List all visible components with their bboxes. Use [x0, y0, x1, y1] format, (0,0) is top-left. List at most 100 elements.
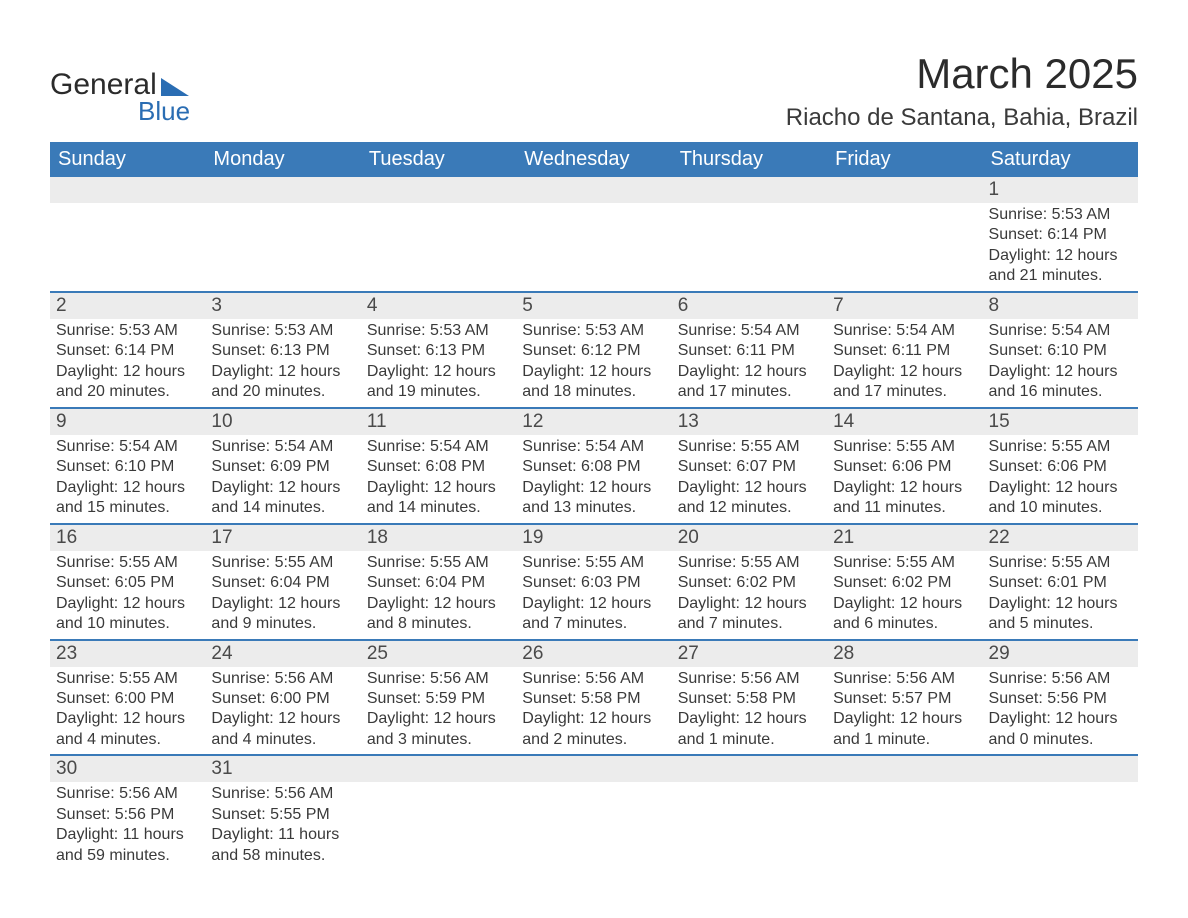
- week-row: 23Sunrise: 5:55 AMSunset: 6:00 PMDayligh…: [50, 639, 1138, 755]
- sunrise-text: Sunrise: 5:55 AM: [522, 553, 665, 573]
- day-number: 5: [516, 293, 671, 319]
- daylight-text: Daylight: 12 hours and 2 minutes.: [522, 709, 665, 750]
- sunset-text: Sunset: 6:08 PM: [367, 457, 510, 477]
- daylight-text: Daylight: 12 hours and 14 minutes.: [367, 478, 510, 519]
- day-number: 19: [516, 525, 671, 551]
- day-cell: 15Sunrise: 5:55 AMSunset: 6:06 PMDayligh…: [983, 409, 1138, 523]
- day-details: Sunrise: 5:55 AMSunset: 6:06 PMDaylight:…: [827, 435, 982, 523]
- day-number: 28: [827, 641, 982, 667]
- day-cell: 11Sunrise: 5:54 AMSunset: 6:08 PMDayligh…: [361, 409, 516, 523]
- daylight-text: Daylight: 12 hours and 9 minutes.: [211, 594, 354, 635]
- daylight-text: Daylight: 12 hours and 11 minutes.: [833, 478, 976, 519]
- day-number: [827, 756, 982, 782]
- day-cell: 10Sunrise: 5:54 AMSunset: 6:09 PMDayligh…: [205, 409, 360, 523]
- sunset-text: Sunset: 6:02 PM: [833, 573, 976, 593]
- day-number: [672, 177, 827, 203]
- sunset-text: Sunset: 5:55 PM: [211, 805, 354, 825]
- sunrise-text: Sunrise: 5:55 AM: [56, 669, 199, 689]
- day-cell: 21Sunrise: 5:55 AMSunset: 6:02 PMDayligh…: [827, 525, 982, 639]
- sunset-text: Sunset: 5:57 PM: [833, 689, 976, 709]
- day-number: 3: [205, 293, 360, 319]
- day-cell: 26Sunrise: 5:56 AMSunset: 5:58 PMDayligh…: [516, 641, 671, 755]
- daylight-text: Daylight: 12 hours and 21 minutes.: [989, 246, 1132, 287]
- day-number: 12: [516, 409, 671, 435]
- daylight-text: Daylight: 12 hours and 5 minutes.: [989, 594, 1132, 635]
- sunrise-text: Sunrise: 5:53 AM: [522, 321, 665, 341]
- logo-text-blue: Blue: [138, 96, 190, 127]
- week-row: 16Sunrise: 5:55 AMSunset: 6:05 PMDayligh…: [50, 523, 1138, 639]
- day-cell: 9Sunrise: 5:54 AMSunset: 6:10 PMDaylight…: [50, 409, 205, 523]
- day-number: 8: [983, 293, 1138, 319]
- day-details: [361, 782, 516, 860]
- week-row: 9Sunrise: 5:54 AMSunset: 6:10 PMDaylight…: [50, 407, 1138, 523]
- day-cell: 13Sunrise: 5:55 AMSunset: 6:07 PMDayligh…: [672, 409, 827, 523]
- day-cell: 1Sunrise: 5:53 AMSunset: 6:14 PMDaylight…: [983, 177, 1138, 291]
- day-number: [827, 177, 982, 203]
- day-details: Sunrise: 5:55 AMSunset: 6:02 PMDaylight:…: [827, 551, 982, 639]
- daylight-text: Daylight: 12 hours and 7 minutes.: [522, 594, 665, 635]
- sunrise-text: Sunrise: 5:56 AM: [211, 669, 354, 689]
- day-details: Sunrise: 5:54 AMSunset: 6:08 PMDaylight:…: [361, 435, 516, 523]
- calendar: SundayMondayTuesdayWednesdayThursdayFrid…: [50, 142, 1138, 870]
- day-cell: 24Sunrise: 5:56 AMSunset: 6:00 PMDayligh…: [205, 641, 360, 755]
- weekday-header-row: SundayMondayTuesdayWednesdayThursdayFrid…: [50, 142, 1138, 177]
- sunset-text: Sunset: 6:06 PM: [989, 457, 1132, 477]
- sunset-text: Sunset: 6:10 PM: [989, 341, 1132, 361]
- day-details: [361, 203, 516, 281]
- daylight-text: Daylight: 12 hours and 1 minute.: [833, 709, 976, 750]
- sunrise-text: Sunrise: 5:56 AM: [211, 784, 354, 804]
- day-number: 2: [50, 293, 205, 319]
- sunrise-text: Sunrise: 5:55 AM: [678, 553, 821, 573]
- day-number: 24: [205, 641, 360, 667]
- day-number: 6: [672, 293, 827, 319]
- sunset-text: Sunset: 6:14 PM: [56, 341, 199, 361]
- day-details: [50, 203, 205, 281]
- title-block: March 2025 Riacho de Santana, Bahia, Bra…: [786, 50, 1138, 132]
- sunset-text: Sunset: 6:07 PM: [678, 457, 821, 477]
- daylight-text: Daylight: 12 hours and 4 minutes.: [211, 709, 354, 750]
- day-number: [983, 756, 1138, 782]
- sunrise-text: Sunrise: 5:55 AM: [833, 437, 976, 457]
- sunset-text: Sunset: 6:02 PM: [678, 573, 821, 593]
- sunrise-text: Sunrise: 5:56 AM: [367, 669, 510, 689]
- daylight-text: Daylight: 12 hours and 14 minutes.: [211, 478, 354, 519]
- day-details: Sunrise: 5:55 AMSunset: 6:03 PMDaylight:…: [516, 551, 671, 639]
- day-cell-empty: [361, 177, 516, 291]
- day-details: Sunrise: 5:56 AMSunset: 5:59 PMDaylight:…: [361, 667, 516, 755]
- day-cell-empty: [50, 177, 205, 291]
- day-cell: 17Sunrise: 5:55 AMSunset: 6:04 PMDayligh…: [205, 525, 360, 639]
- day-cell: 14Sunrise: 5:55 AMSunset: 6:06 PMDayligh…: [827, 409, 982, 523]
- day-number: 13: [672, 409, 827, 435]
- daylight-text: Daylight: 12 hours and 19 minutes.: [367, 362, 510, 403]
- daylight-text: Daylight: 12 hours and 10 minutes.: [989, 478, 1132, 519]
- day-number: 29: [983, 641, 1138, 667]
- day-cell: 19Sunrise: 5:55 AMSunset: 6:03 PMDayligh…: [516, 525, 671, 639]
- day-cell: 6Sunrise: 5:54 AMSunset: 6:11 PMDaylight…: [672, 293, 827, 407]
- day-cell: 22Sunrise: 5:55 AMSunset: 6:01 PMDayligh…: [983, 525, 1138, 639]
- day-details: Sunrise: 5:54 AMSunset: 6:08 PMDaylight:…: [516, 435, 671, 523]
- sunset-text: Sunset: 6:01 PM: [989, 573, 1132, 593]
- daylight-text: Daylight: 12 hours and 20 minutes.: [56, 362, 199, 403]
- weekday-header: Wednesday: [516, 142, 671, 177]
- logo: General Blue: [50, 68, 190, 127]
- sunset-text: Sunset: 6:06 PM: [833, 457, 976, 477]
- sunrise-text: Sunrise: 5:54 AM: [211, 437, 354, 457]
- daylight-text: Daylight: 12 hours and 1 minute.: [678, 709, 821, 750]
- sunrise-text: Sunrise: 5:56 AM: [989, 669, 1132, 689]
- sunset-text: Sunset: 6:10 PM: [56, 457, 199, 477]
- day-number: 14: [827, 409, 982, 435]
- sunset-text: Sunset: 6:05 PM: [56, 573, 199, 593]
- day-details: Sunrise: 5:54 AMSunset: 6:11 PMDaylight:…: [672, 319, 827, 407]
- logo-triangle-icon: [161, 78, 189, 96]
- weekday-header: Saturday: [983, 142, 1138, 177]
- day-details: Sunrise: 5:53 AMSunset: 6:13 PMDaylight:…: [361, 319, 516, 407]
- day-details: Sunrise: 5:55 AMSunset: 6:04 PMDaylight:…: [361, 551, 516, 639]
- sunset-text: Sunset: 5:59 PM: [367, 689, 510, 709]
- weekday-header: Friday: [827, 142, 982, 177]
- day-details: Sunrise: 5:55 AMSunset: 6:01 PMDaylight:…: [983, 551, 1138, 639]
- sunset-text: Sunset: 6:00 PM: [56, 689, 199, 709]
- day-details: Sunrise: 5:55 AMSunset: 6:05 PMDaylight:…: [50, 551, 205, 639]
- sunrise-text: Sunrise: 5:55 AM: [989, 553, 1132, 573]
- sunset-text: Sunset: 5:58 PM: [678, 689, 821, 709]
- weekday-header: Monday: [205, 142, 360, 177]
